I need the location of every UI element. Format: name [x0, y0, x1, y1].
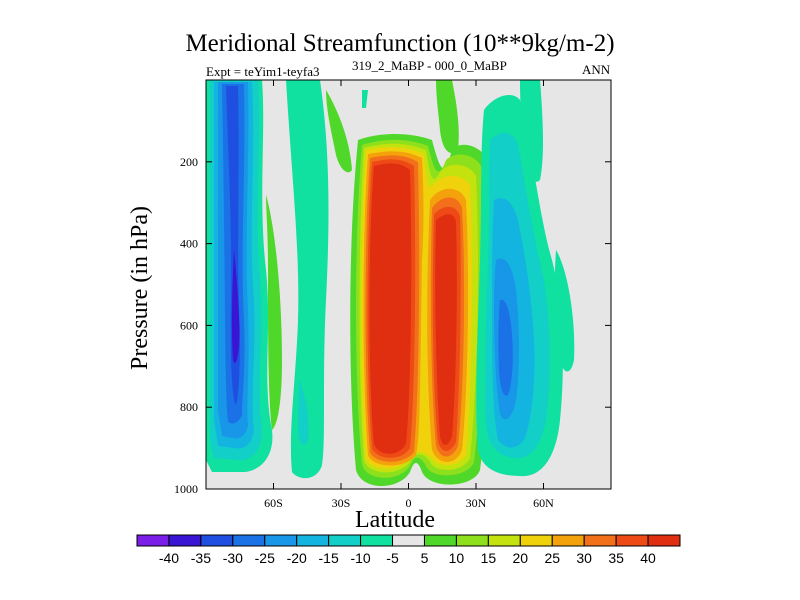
- nh-negative-cell: [476, 80, 575, 477]
- x-tick-label: 0: [406, 496, 412, 510]
- colorbar-label: 35: [608, 550, 624, 566]
- negative-strip-45s-core: [298, 380, 309, 445]
- colorbar-label: 15: [481, 550, 497, 566]
- y-tick-label: 800: [180, 400, 198, 414]
- chart-subtitle: 319_2_MaBP - 000_0_MaBP: [352, 58, 507, 73]
- colorbar-swatch: [519, 534, 553, 547]
- colorbar-swatch: [232, 534, 266, 547]
- colorbar-label: -35: [191, 550, 211, 566]
- colorbar-swatch: [360, 534, 394, 547]
- colorbar-swatch: [615, 534, 649, 547]
- tropical-positive-cells: [350, 134, 492, 486]
- contour-band: [520, 80, 543, 182]
- contour-band: [554, 250, 575, 372]
- negative-strip-45s: [286, 80, 329, 479]
- colorbar-label: 10: [449, 550, 465, 566]
- x-axis-title: Latitude: [355, 507, 435, 533]
- colorbar-label: -15: [319, 550, 339, 566]
- positive-strip-55s: [266, 195, 282, 430]
- colorbar-label: -5: [386, 550, 399, 566]
- season-label: ANN: [582, 62, 611, 77]
- x-tick-label: 30N: [466, 496, 487, 510]
- colorbar-swatch: [583, 534, 617, 547]
- colorbar-swatch: [296, 534, 330, 547]
- x-axis-ticks: 60S 30S 0 30N 60N: [264, 80, 554, 510]
- chart-title: Meridional Streamfunction (10**9kg/m-2): [185, 30, 615, 57]
- x-tick-label: 60N: [533, 496, 554, 510]
- colorbar-swatch: [168, 534, 202, 547]
- colorbar-label: -20: [287, 550, 307, 566]
- sh-negative-cell: [206, 80, 273, 472]
- colorbar-swatch: [264, 534, 298, 547]
- contour-band: [231, 250, 240, 364]
- x-tick-label: 60S: [264, 496, 283, 510]
- colorbar-label: -40: [159, 550, 179, 566]
- colorbar: -40 -35 -30 -25 -20 -15 -10 -5 5 10 15 20 25 30 35 40: [136, 534, 681, 566]
- contour-band: [369, 163, 412, 454]
- upper-positive-patch: [326, 90, 352, 173]
- colorbar-swatch: [551, 534, 585, 547]
- colorbar-label: -10: [350, 550, 370, 566]
- colorbar-swatch: [136, 534, 170, 547]
- colorbar-swatch: [328, 534, 362, 547]
- colorbar-swatch: [200, 534, 234, 547]
- y-axis-ticks: 200 400 600 800 1000: [174, 155, 611, 496]
- colorbar-label: -30: [223, 550, 243, 566]
- y-tick-label: 200: [180, 155, 198, 169]
- colorbar-label: 40: [640, 550, 656, 566]
- upper-negative-sliver: [362, 90, 368, 108]
- colorbar-swatch: [423, 534, 457, 547]
- colorbar-label: 20: [513, 550, 529, 566]
- y-tick-label: 400: [180, 237, 198, 251]
- colorbar-label: 5: [421, 550, 429, 566]
- y-tick-label: 600: [180, 318, 198, 332]
- colorbar-swatch: [392, 534, 425, 547]
- colorbar-label: 30: [576, 550, 592, 566]
- plot-area: [205, 79, 612, 490]
- colorbar-swatch: [487, 534, 521, 547]
- colorbar-label: 25: [544, 550, 560, 566]
- contour-band: [498, 299, 513, 396]
- experiment-label: Expt = teYim1-teyfa3: [206, 64, 320, 79]
- y-tick-label: 1000: [174, 482, 198, 496]
- nh-upper-positive-patch: [436, 80, 459, 154]
- contour-band: [435, 214, 457, 445]
- colorbar-swatch: [647, 534, 681, 547]
- x-tick-label: 30S: [332, 496, 351, 510]
- colorbar-swatch: [455, 534, 489, 547]
- colorbar-label: -25: [255, 550, 275, 566]
